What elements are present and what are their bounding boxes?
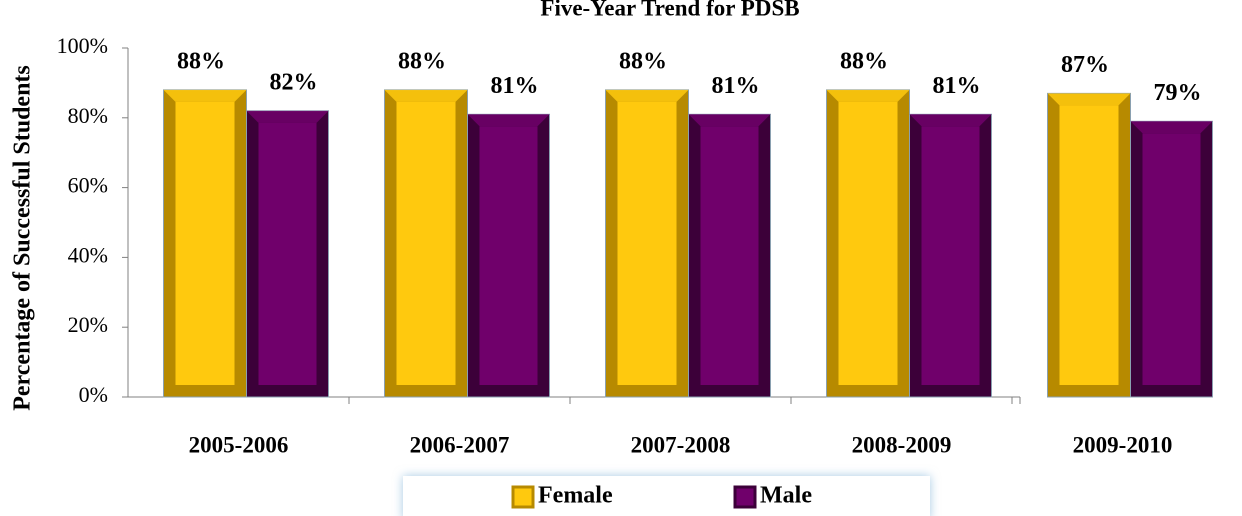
y-tick-label: 100%: [57, 33, 108, 58]
value-label: 88%: [398, 48, 446, 74]
x-tick-label: 2009-2010: [1073, 432, 1173, 457]
bar-bevel: [909, 114, 992, 127]
y-axis-label: Percentage of Successful Students: [10, 65, 36, 411]
value-label: 81%: [712, 73, 760, 99]
bar-bevel: [246, 110, 329, 123]
y-tick-label: 20%: [68, 312, 108, 337]
bar-face: [175, 101, 235, 385]
bar-bevel: [1047, 93, 1131, 106]
y-tick-label: 0%: [79, 382, 108, 407]
bar-face: [700, 126, 759, 385]
value-label: 88%: [177, 48, 225, 74]
bar-face: [617, 101, 677, 385]
bar-bevel: [384, 89, 468, 102]
y-tick-label: 40%: [68, 242, 108, 267]
bar-bevel: [605, 89, 689, 102]
bar-bevel: [688, 114, 771, 127]
bar-face: [479, 126, 538, 385]
bar-face: [396, 101, 456, 385]
chart-title: Five-Year Trend for PDSB: [540, 0, 799, 20]
x-tick-label: 2008-2009: [852, 432, 952, 457]
bar-face: [258, 122, 317, 385]
bar-bevel: [163, 89, 247, 102]
bar-bevel: [1130, 121, 1213, 134]
bar-face: [1142, 133, 1201, 385]
y-tick-label: 80%: [68, 103, 108, 128]
legend-label: Male: [760, 483, 812, 509]
x-tick-label: 2007-2008: [631, 432, 731, 457]
legend-label: Female: [538, 483, 613, 509]
legend-box: [403, 476, 930, 516]
bar-face: [1059, 105, 1119, 386]
value-label: 88%: [619, 48, 667, 74]
legend-swatch: [511, 485, 535, 509]
legend-swatch: [733, 485, 757, 509]
bar-face: [838, 101, 898, 385]
value-label: 87%: [1061, 52, 1109, 78]
bar-bevel: [467, 114, 550, 127]
bar-bevel: [826, 89, 910, 102]
value-label: 82%: [270, 69, 318, 95]
value-label: 81%: [491, 73, 539, 99]
bar-face: [921, 126, 980, 385]
x-tick-label: 2006-2007: [410, 432, 510, 457]
value-label: 81%: [933, 73, 981, 99]
x-tick-label: 2005-2006: [189, 432, 289, 457]
y-tick-label: 60%: [68, 173, 108, 198]
value-label: 88%: [840, 48, 888, 74]
value-label: 79%: [1154, 80, 1202, 106]
